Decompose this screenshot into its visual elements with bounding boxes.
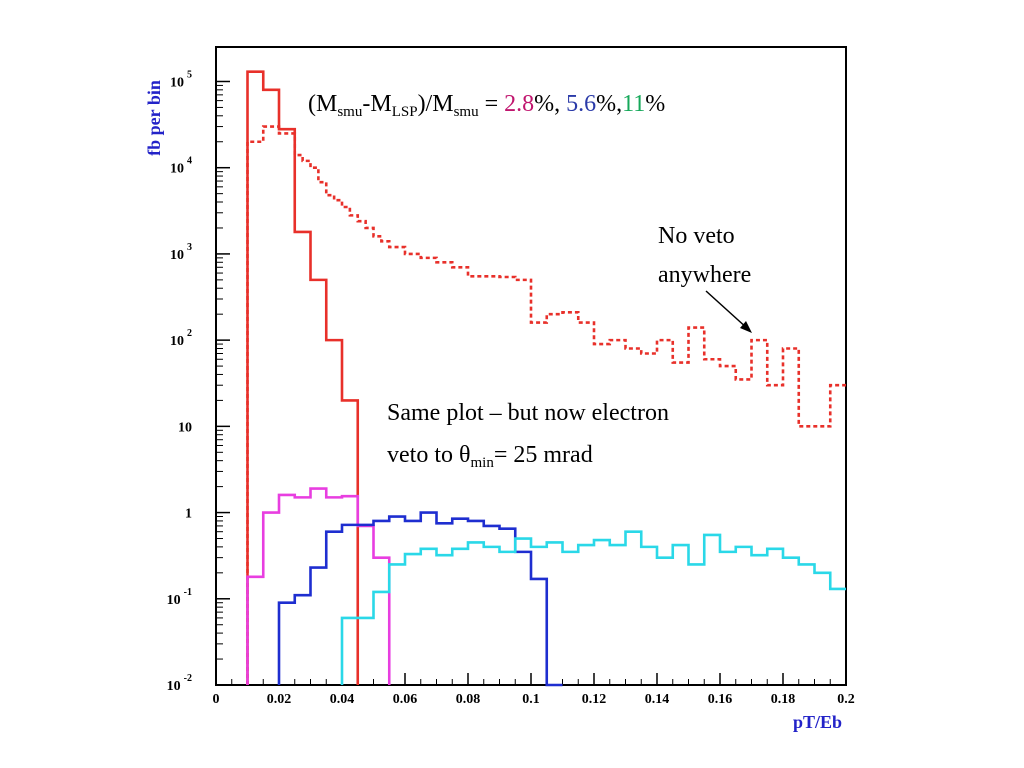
title-sub-smu2: smu bbox=[454, 104, 480, 120]
axis-ticks bbox=[215, 80, 847, 686]
mass-ratio-annotation: (Msmu-MLSP)/Msmu = 2.8%, 5.6%,11% bbox=[308, 91, 665, 120]
x-tick-label: 0.2 bbox=[837, 692, 855, 707]
title-sub-smu: smu bbox=[337, 104, 363, 120]
y-tick-label: 105 bbox=[170, 69, 192, 90]
series-line-3 bbox=[277, 511, 563, 687]
x-tick-label: 0.18 bbox=[771, 692, 796, 707]
no-veto-label-line1: No veto bbox=[658, 223, 735, 249]
veto-line2: veto to θmin= 25 mrad bbox=[387, 442, 593, 471]
x-tick-labels: 0 0.02 0.04 0.06 0.08 0.1 0.12 0.14 0.16 0.18 0.2 bbox=[213, 692, 855, 707]
x-axis-label: pT/Eb bbox=[793, 712, 842, 732]
x-tick-label: 0.04 bbox=[330, 692, 355, 707]
pct-2: %, bbox=[596, 91, 622, 117]
title-eq: = bbox=[479, 91, 505, 117]
y-tick-label: 10-1 bbox=[167, 587, 192, 608]
x-tick-label: 0.12 bbox=[582, 692, 607, 707]
pct-1: %, bbox=[534, 91, 566, 117]
no-veto-arrow bbox=[705, 290, 752, 333]
same-plot-line1: Same plot – but now electron bbox=[387, 400, 669, 426]
title-open: (M bbox=[308, 91, 337, 117]
x-tick-label: 0.14 bbox=[645, 692, 670, 707]
value-11: 11 bbox=[622, 91, 645, 117]
title-mid2: )/M bbox=[418, 91, 454, 117]
series-line-0 bbox=[246, 125, 846, 685]
y-tick-label: 103 bbox=[170, 242, 192, 263]
value-5-6: 5.6 bbox=[566, 91, 596, 117]
veto-prefix: veto to bbox=[387, 442, 459, 468]
y-tick-label: 1 bbox=[185, 507, 192, 522]
y-tick-label: 102 bbox=[170, 328, 192, 349]
no-veto-label-line2: anywhere bbox=[658, 262, 751, 288]
theta-sub-min: min bbox=[471, 455, 495, 471]
x-tick-label: 0.1 bbox=[522, 692, 540, 707]
veto-suffix: = 25 mrad bbox=[494, 442, 593, 468]
x-tick-label: 0.02 bbox=[267, 692, 292, 707]
series-line-4 bbox=[340, 530, 846, 685]
title-sub-lsp: LSP bbox=[392, 104, 418, 120]
value-2-8: 2.8 bbox=[504, 91, 534, 117]
theta-symbol: θ bbox=[459, 442, 471, 468]
y-tick-label: 10-2 bbox=[167, 673, 192, 694]
x-tick-label: 0.08 bbox=[456, 692, 481, 707]
y-tick-label: 10 bbox=[178, 420, 192, 435]
series-group bbox=[246, 70, 846, 687]
y-tick-label: 104 bbox=[170, 156, 192, 177]
title-mid: -M bbox=[362, 91, 391, 117]
series-line-1 bbox=[246, 70, 360, 685]
pct-3: % bbox=[645, 91, 665, 117]
x-tick-label: 0 bbox=[213, 692, 220, 707]
x-tick-label: 0.16 bbox=[708, 692, 733, 707]
series-line-2 bbox=[246, 487, 391, 685]
y-axis-label: fb per bin bbox=[144, 80, 164, 156]
x-tick-label: 0.06 bbox=[393, 692, 418, 707]
